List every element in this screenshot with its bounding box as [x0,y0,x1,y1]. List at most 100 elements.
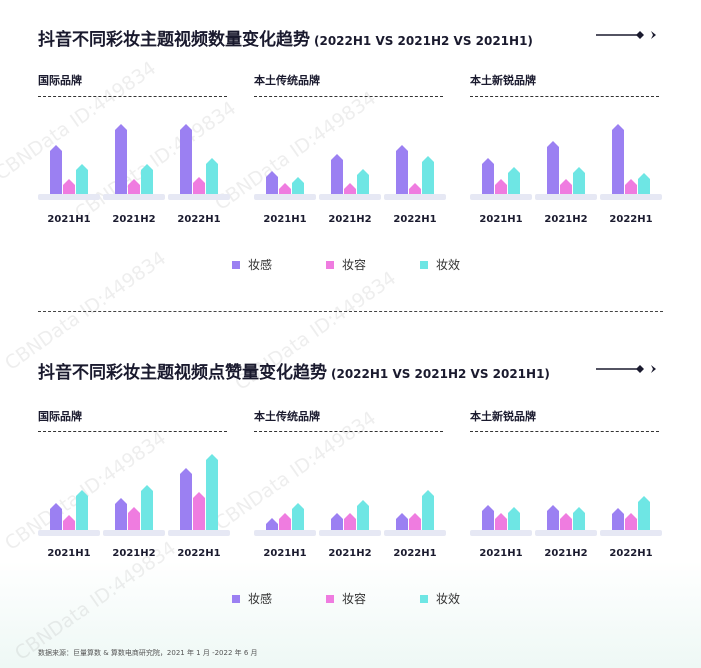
bar-group-base [600,530,662,536]
panel-divider [254,431,443,432]
bar [357,500,369,530]
bar [76,489,88,530]
category-label: 2021H2 [328,214,372,225]
legend-item: 妆容 [326,590,366,607]
category-label: 2022H1 [609,548,653,559]
panel-title: 国际品牌 [38,410,82,423]
bar [422,489,434,530]
bar-group-base [254,530,316,536]
panel-divider [470,431,659,432]
panel-title: 国际品牌 [38,74,82,87]
legend-swatch [420,594,428,603]
bar-group-base [600,194,662,200]
bar [612,123,624,194]
category-label: 2021H2 [544,214,588,225]
bar [396,145,408,194]
bar [331,153,343,194]
bar [357,168,369,194]
legend-item: 妆容 [326,256,366,273]
category-label: 2022H1 [177,214,221,225]
panel-title: 本土传统品牌 [254,410,320,423]
category-label: 2022H1 [393,214,437,225]
bar [50,145,62,194]
legend-label: 妆感 [248,592,273,606]
bar-group-base [319,194,381,200]
bar [547,504,559,530]
section-title-text: 抖音不同彩妆主题视频点赞量变化趋势 [38,363,327,383]
bar-group-base [470,194,532,200]
bar-group-base [38,194,100,200]
bar [573,506,585,530]
bar [206,158,218,194]
bar [279,513,291,530]
legend-swatch [232,260,240,269]
bar [63,515,75,530]
bar [560,179,572,194]
bar [128,179,140,194]
bar [344,513,356,530]
bar-group-base [319,530,381,536]
category-label: 2022H1 [609,214,653,225]
bar [141,485,153,530]
bar-group-base [384,530,446,536]
bar-group-base [168,530,230,536]
footnote: 数据来源：巨量算数 & 算数电商研究院，2021 年 1 月 -2022 年 6… [38,649,258,657]
section-title: 抖音不同彩妆主题视频数量变化趋势 (2022H1 VS 2021H2 VS 202… [38,25,533,50]
bar [495,513,507,530]
category-label: 2021H2 [544,548,588,559]
arrow-decoration-icon [596,365,656,373]
category-label: 2022H1 [393,548,437,559]
bar [625,513,637,530]
bar-group-base [103,530,165,536]
category-label: 2021H2 [112,548,156,559]
legend-item: 妆效 [420,256,460,273]
bar [422,155,434,194]
bar [115,123,127,194]
legend-item: 妆感 [232,590,272,607]
legend-swatch [420,260,428,269]
legend-label: 妆容 [342,592,367,606]
bar [396,513,408,530]
category-label: 2021H1 [263,214,307,225]
bar [76,164,88,194]
panel-title: 本土新锐品牌 [470,410,536,423]
panel-divider [254,96,443,97]
category-label: 2021H1 [263,548,307,559]
bar-group-base [254,194,316,200]
bar [612,507,624,530]
bar [482,158,494,194]
bar [141,164,153,194]
bar [266,517,278,530]
category-label: 2021H1 [479,548,523,559]
bar [495,179,507,194]
legend-label: 妆效 [436,258,461,272]
panel-divider [470,96,659,97]
bar [331,513,343,530]
bar [547,140,559,194]
section-title: 抖音不同彩妆主题视频点赞量变化趋势 (2022H1 VS 2021H2 VS 20… [38,358,550,383]
bar [128,506,140,530]
panel-title: 本土新锐品牌 [470,74,536,87]
panel-divider [38,431,227,432]
bar [193,177,205,194]
legend-label: 妆感 [248,258,273,272]
bar [560,513,572,530]
bar [180,468,192,530]
section-divider [38,311,663,312]
bar [180,123,192,194]
legend-swatch [326,260,334,269]
section-title-text: 抖音不同彩妆主题视频数量变化趋势 [38,30,310,50]
category-label: 2022H1 [177,548,221,559]
bar [482,504,494,530]
arrow-decoration-icon [596,31,656,39]
bar [638,496,650,530]
bar-group-base [535,194,597,200]
bar [279,182,291,194]
bar [292,502,304,530]
bar-group-base [38,530,100,536]
section-subtitle: (2022H1 VS 2021H2 VS 2021H1) [331,367,550,381]
bar-group-base [470,530,532,536]
bar [292,177,304,194]
legend-item: 妆感 [232,256,272,273]
bar [193,491,205,530]
